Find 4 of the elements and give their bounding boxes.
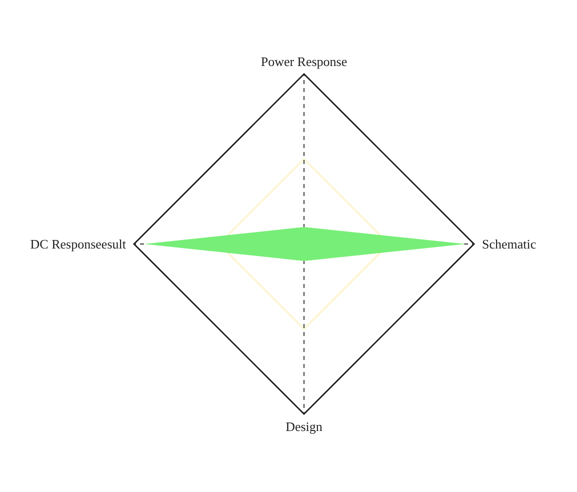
spoke-label: Schematic <box>482 236 536 252</box>
spoke-label: Power Response <box>260 54 348 69</box>
spoke-label: DC Responseesult <box>30 236 126 252</box>
spoke-label: Design <box>286 419 323 434</box>
